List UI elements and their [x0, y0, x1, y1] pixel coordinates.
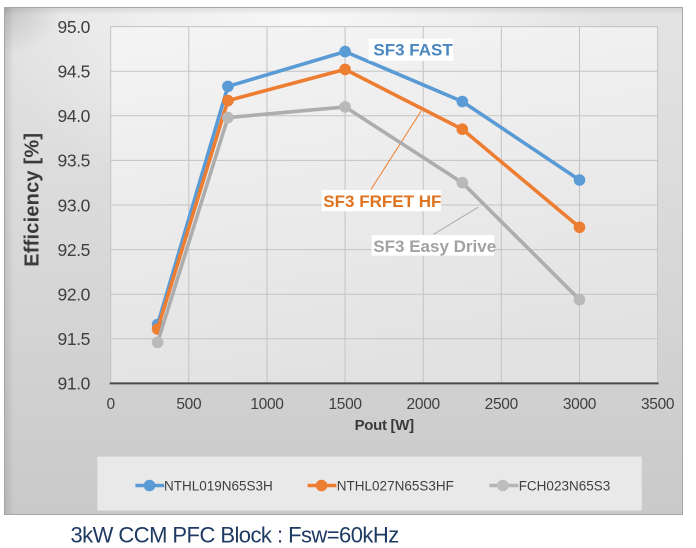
svg-text:3kW CCM PFC Block : Fsw=60kHz: 3kW CCM PFC Block : Fsw=60kHz: [71, 523, 399, 548]
svg-text:500: 500: [176, 396, 202, 413]
svg-text:3500: 3500: [641, 396, 675, 413]
svg-text:1500: 1500: [328, 396, 362, 413]
svg-text:92.5: 92.5: [58, 240, 90, 260]
svg-text:93.5: 93.5: [58, 151, 90, 171]
svg-text:94.5: 94.5: [58, 62, 90, 82]
svg-text:Pout [W]: Pout [W]: [355, 417, 415, 434]
svg-text:Efficiency [%]: Efficiency [%]: [22, 133, 44, 267]
svg-text:FCH023N65S3: FCH023N65S3: [519, 478, 611, 493]
svg-text:1000: 1000: [250, 396, 284, 413]
svg-text:3000: 3000: [563, 396, 597, 413]
svg-text:2500: 2500: [485, 396, 519, 413]
svg-text:SF3 FAST: SF3 FAST: [373, 40, 453, 59]
svg-text:95.0: 95.0: [58, 17, 91, 37]
svg-text:0: 0: [107, 396, 116, 413]
svg-text:94.0: 94.0: [58, 106, 91, 126]
svg-text:SF3 FRFET HF: SF3 FRFET HF: [323, 192, 441, 211]
svg-text:2000: 2000: [407, 396, 441, 413]
svg-text:SF3 Easy Drive: SF3 Easy Drive: [373, 237, 496, 256]
svg-text:NTHL019N65S3H: NTHL019N65S3H: [164, 478, 273, 493]
svg-text:91.5: 91.5: [58, 329, 90, 349]
svg-text:91.0: 91.0: [58, 374, 91, 394]
svg-text:92.0: 92.0: [58, 285, 91, 305]
svg-text:NTHL027N65S3HF: NTHL027N65S3HF: [337, 478, 454, 493]
svg-text:93.0: 93.0: [58, 195, 91, 215]
